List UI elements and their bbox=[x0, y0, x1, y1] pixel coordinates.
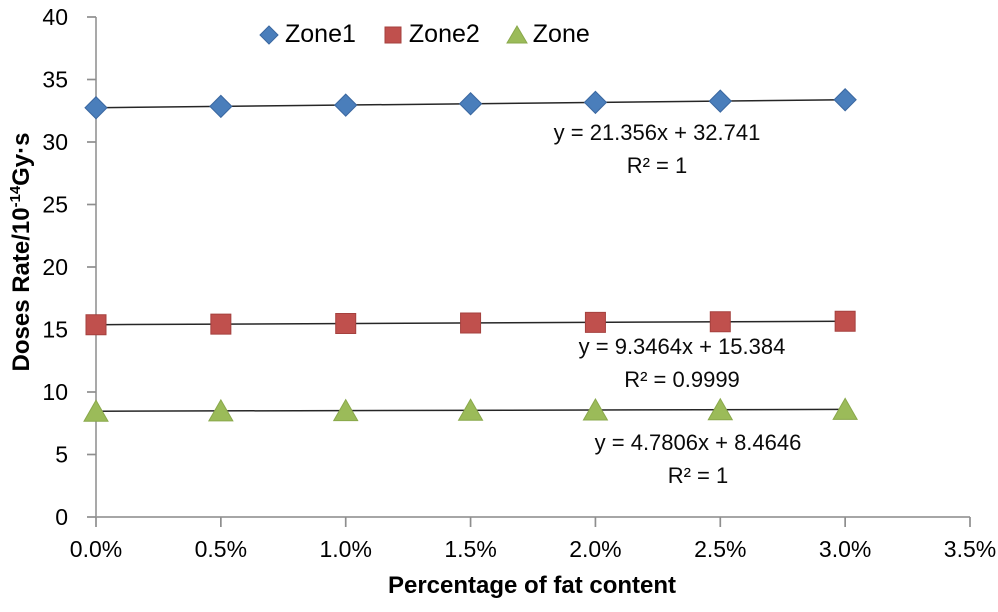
x-tick-label: 2.0% bbox=[569, 536, 621, 562]
r-squared-text: R² = 0.9999 bbox=[624, 367, 740, 392]
square-data-marker bbox=[210, 313, 232, 335]
diamond-marker-icon bbox=[258, 24, 280, 46]
trendline-equation-zone: y = 4.7806x + 8.4646 R² = 1 bbox=[595, 426, 802, 492]
legend-label: Zone1 bbox=[285, 20, 356, 48]
y-tick-label: 10 bbox=[42, 379, 68, 405]
equation-text: y = 4.7806x + 8.4646 bbox=[594, 430, 802, 455]
x-tick-label: 1.5% bbox=[444, 536, 496, 562]
y-tick-label: 25 bbox=[42, 192, 68, 218]
y-tick-label: 35 bbox=[42, 67, 68, 93]
x-tick-label: 0.5% bbox=[195, 536, 247, 562]
x-tick-label: 0.0% bbox=[70, 536, 122, 562]
triangle-data-marker bbox=[83, 399, 109, 422]
square-data-marker bbox=[335, 313, 357, 334]
triangle-data-marker bbox=[582, 397, 609, 421]
diamond-data-marker bbox=[209, 94, 233, 119]
equation-text: y = 21.356x + 32.741 bbox=[553, 120, 761, 145]
legend-item-zone: Zone bbox=[505, 20, 590, 49]
square-data-marker bbox=[85, 314, 107, 336]
diamond-data-marker bbox=[458, 92, 483, 116]
x-axis-title: Percentage of fat content bbox=[387, 572, 677, 599]
y-tick-label: 30 bbox=[42, 129, 68, 155]
diamond-data-marker bbox=[833, 88, 857, 112]
r-squared-text: R² = 1 bbox=[667, 463, 729, 488]
trendline-equation-zone1: y = 21.356x + 32.741 R² = 1 bbox=[554, 116, 761, 182]
y-axis-title: Doses Rate/10-14Gy·s bbox=[8, 132, 35, 372]
triangle-data-marker bbox=[332, 398, 359, 422]
x-tick-label: 3.0% bbox=[819, 536, 871, 562]
y-tick-label: 15 bbox=[42, 317, 68, 343]
legend-item-zone1: Zone1 bbox=[258, 20, 356, 49]
square-data-marker bbox=[384, 26, 402, 43]
y-tick-label: 5 bbox=[55, 442, 68, 468]
square-data-marker bbox=[460, 312, 482, 334]
r-squared-text: R² = 1 bbox=[626, 153, 688, 178]
triangle-data-marker bbox=[505, 24, 528, 43]
y-tick-label: 40 bbox=[42, 4, 68, 30]
legend-label: Zone2 bbox=[408, 20, 480, 48]
diamond-data-marker bbox=[583, 90, 608, 115]
legend: Zone1 Zone2 Zone bbox=[258, 20, 590, 49]
diamond-data-marker bbox=[259, 24, 279, 45]
diamond-data-marker bbox=[84, 96, 108, 120]
y-tick-label: 20 bbox=[42, 254, 68, 280]
triangle-data-marker bbox=[207, 398, 234, 422]
triangle-data-marker bbox=[707, 397, 734, 421]
square-data-marker bbox=[709, 311, 731, 333]
square-data-marker bbox=[834, 310, 856, 332]
x-tick-label: 1.0% bbox=[319, 536, 371, 562]
legend-label: Zone bbox=[532, 20, 590, 48]
equation-text: y = 9.3464x + 15.384 bbox=[578, 334, 786, 359]
square-marker-icon bbox=[382, 24, 404, 46]
triangle-marker-icon bbox=[505, 24, 528, 46]
x-tick-label: 2.5% bbox=[694, 536, 746, 562]
diamond-data-marker bbox=[708, 89, 732, 113]
square-data-marker bbox=[584, 311, 606, 333]
trendline-equation-zone2: y = 9.3464x + 15.384 R² = 0.9999 bbox=[579, 330, 786, 396]
y-tick-label: 0 bbox=[55, 504, 68, 530]
legend-item-zone2: Zone2 bbox=[382, 20, 480, 49]
diamond-data-marker bbox=[334, 93, 358, 117]
triangle-data-marker bbox=[457, 398, 484, 421]
x-tick-label: 3.5% bbox=[944, 536, 996, 562]
triangle-data-marker bbox=[832, 397, 859, 420]
